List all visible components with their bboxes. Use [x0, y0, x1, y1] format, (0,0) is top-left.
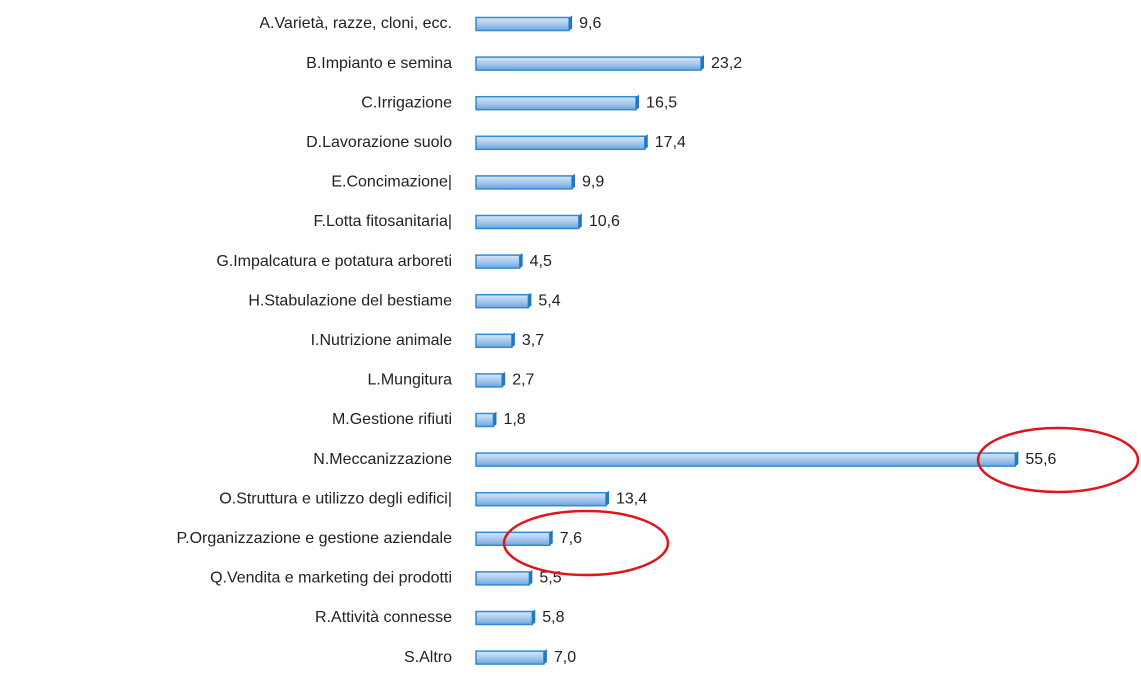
- bar: [475, 56, 702, 71]
- bar-cap: [528, 292, 532, 308]
- bar-cap: [701, 55, 705, 71]
- bar: [475, 412, 495, 428]
- value-label: 9,9: [582, 174, 604, 191]
- bar: [475, 571, 531, 586]
- bar: [475, 16, 570, 32]
- bar-cap: [636, 94, 640, 110]
- bar: [475, 531, 551, 547]
- value-label: 13,4: [616, 490, 647, 507]
- category-label: G.Impalcatura e potatura arboreti: [216, 253, 452, 270]
- value-label: 7,0: [554, 649, 576, 666]
- category-label: R.Attività connesse: [315, 609, 452, 626]
- bar-cap: [543, 649, 547, 665]
- category-label: S.Altro: [404, 649, 452, 666]
- category-label: I.Nutrizione animale: [311, 332, 453, 349]
- value-label: 5,8: [542, 609, 564, 626]
- bar: [475, 452, 1017, 467]
- category-label: E.Concimazione|: [331, 174, 452, 191]
- value-label: 10,6: [589, 213, 620, 230]
- category-label: B.Impianto e semina: [306, 55, 452, 72]
- category-label: A.Varietà, razze, cloni, ecc.: [259, 15, 452, 32]
- bar: [475, 333, 513, 349]
- category-label: P.Organizzazione e gestione aziendale: [177, 530, 453, 547]
- value-label: 2,7: [512, 372, 534, 389]
- bar: [475, 214, 580, 230]
- bar-cap: [572, 173, 576, 189]
- bar-cap: [532, 609, 536, 625]
- bar: [475, 254, 521, 269]
- category-label: C.Irrigazione: [361, 94, 452, 111]
- category-label: H.Stabulazione del bestiame: [248, 292, 452, 309]
- bar-cap: [569, 15, 573, 31]
- bar: [475, 373, 503, 388]
- value-label: 4,5: [530, 253, 552, 270]
- category-label: Q.Vendita e marketing dei prodotti: [210, 570, 452, 587]
- bar: [475, 650, 545, 665]
- category-label: N.Meccanizzazione: [313, 451, 452, 468]
- bar-cap: [511, 332, 515, 348]
- category-label: L.Mungitura: [368, 372, 453, 389]
- value-label: 3,7: [522, 332, 544, 349]
- highlight-ellipse: [502, 509, 670, 577]
- bar-cap: [493, 411, 497, 427]
- bar: [475, 175, 573, 190]
- bar: [475, 610, 534, 626]
- bar: [475, 491, 607, 507]
- bar: [475, 95, 637, 111]
- value-label: 5,4: [538, 292, 560, 309]
- value-label: 23,2: [711, 55, 742, 72]
- value-label: 17,4: [655, 134, 686, 151]
- bar-cap: [578, 213, 582, 229]
- category-label: M.Gestione rifiuti: [332, 411, 452, 428]
- bar-cap: [549, 530, 553, 546]
- bar-cap: [605, 490, 609, 506]
- bar-cap: [1015, 451, 1019, 467]
- category-label: D.Lavorazione suolo: [306, 134, 452, 151]
- category-label: O.Struttura e utilizzo degli edifici|: [219, 490, 452, 507]
- value-label: 9,6: [579, 15, 601, 32]
- value-label: 7,6: [560, 530, 582, 547]
- bar: [475, 293, 530, 309]
- value-label: 1,8: [503, 411, 525, 428]
- bar-cap: [502, 371, 506, 387]
- bar-cap: [519, 253, 523, 269]
- value-label: 55,6: [1025, 451, 1056, 468]
- category-label: F.Lotta fitosanitaria|: [314, 213, 452, 230]
- bar-cap: [529, 569, 533, 585]
- value-label: 16,5: [646, 94, 677, 111]
- highlight-ellipse: [976, 426, 1140, 494]
- bar: [475, 135, 646, 151]
- bar-cap: [644, 134, 648, 150]
